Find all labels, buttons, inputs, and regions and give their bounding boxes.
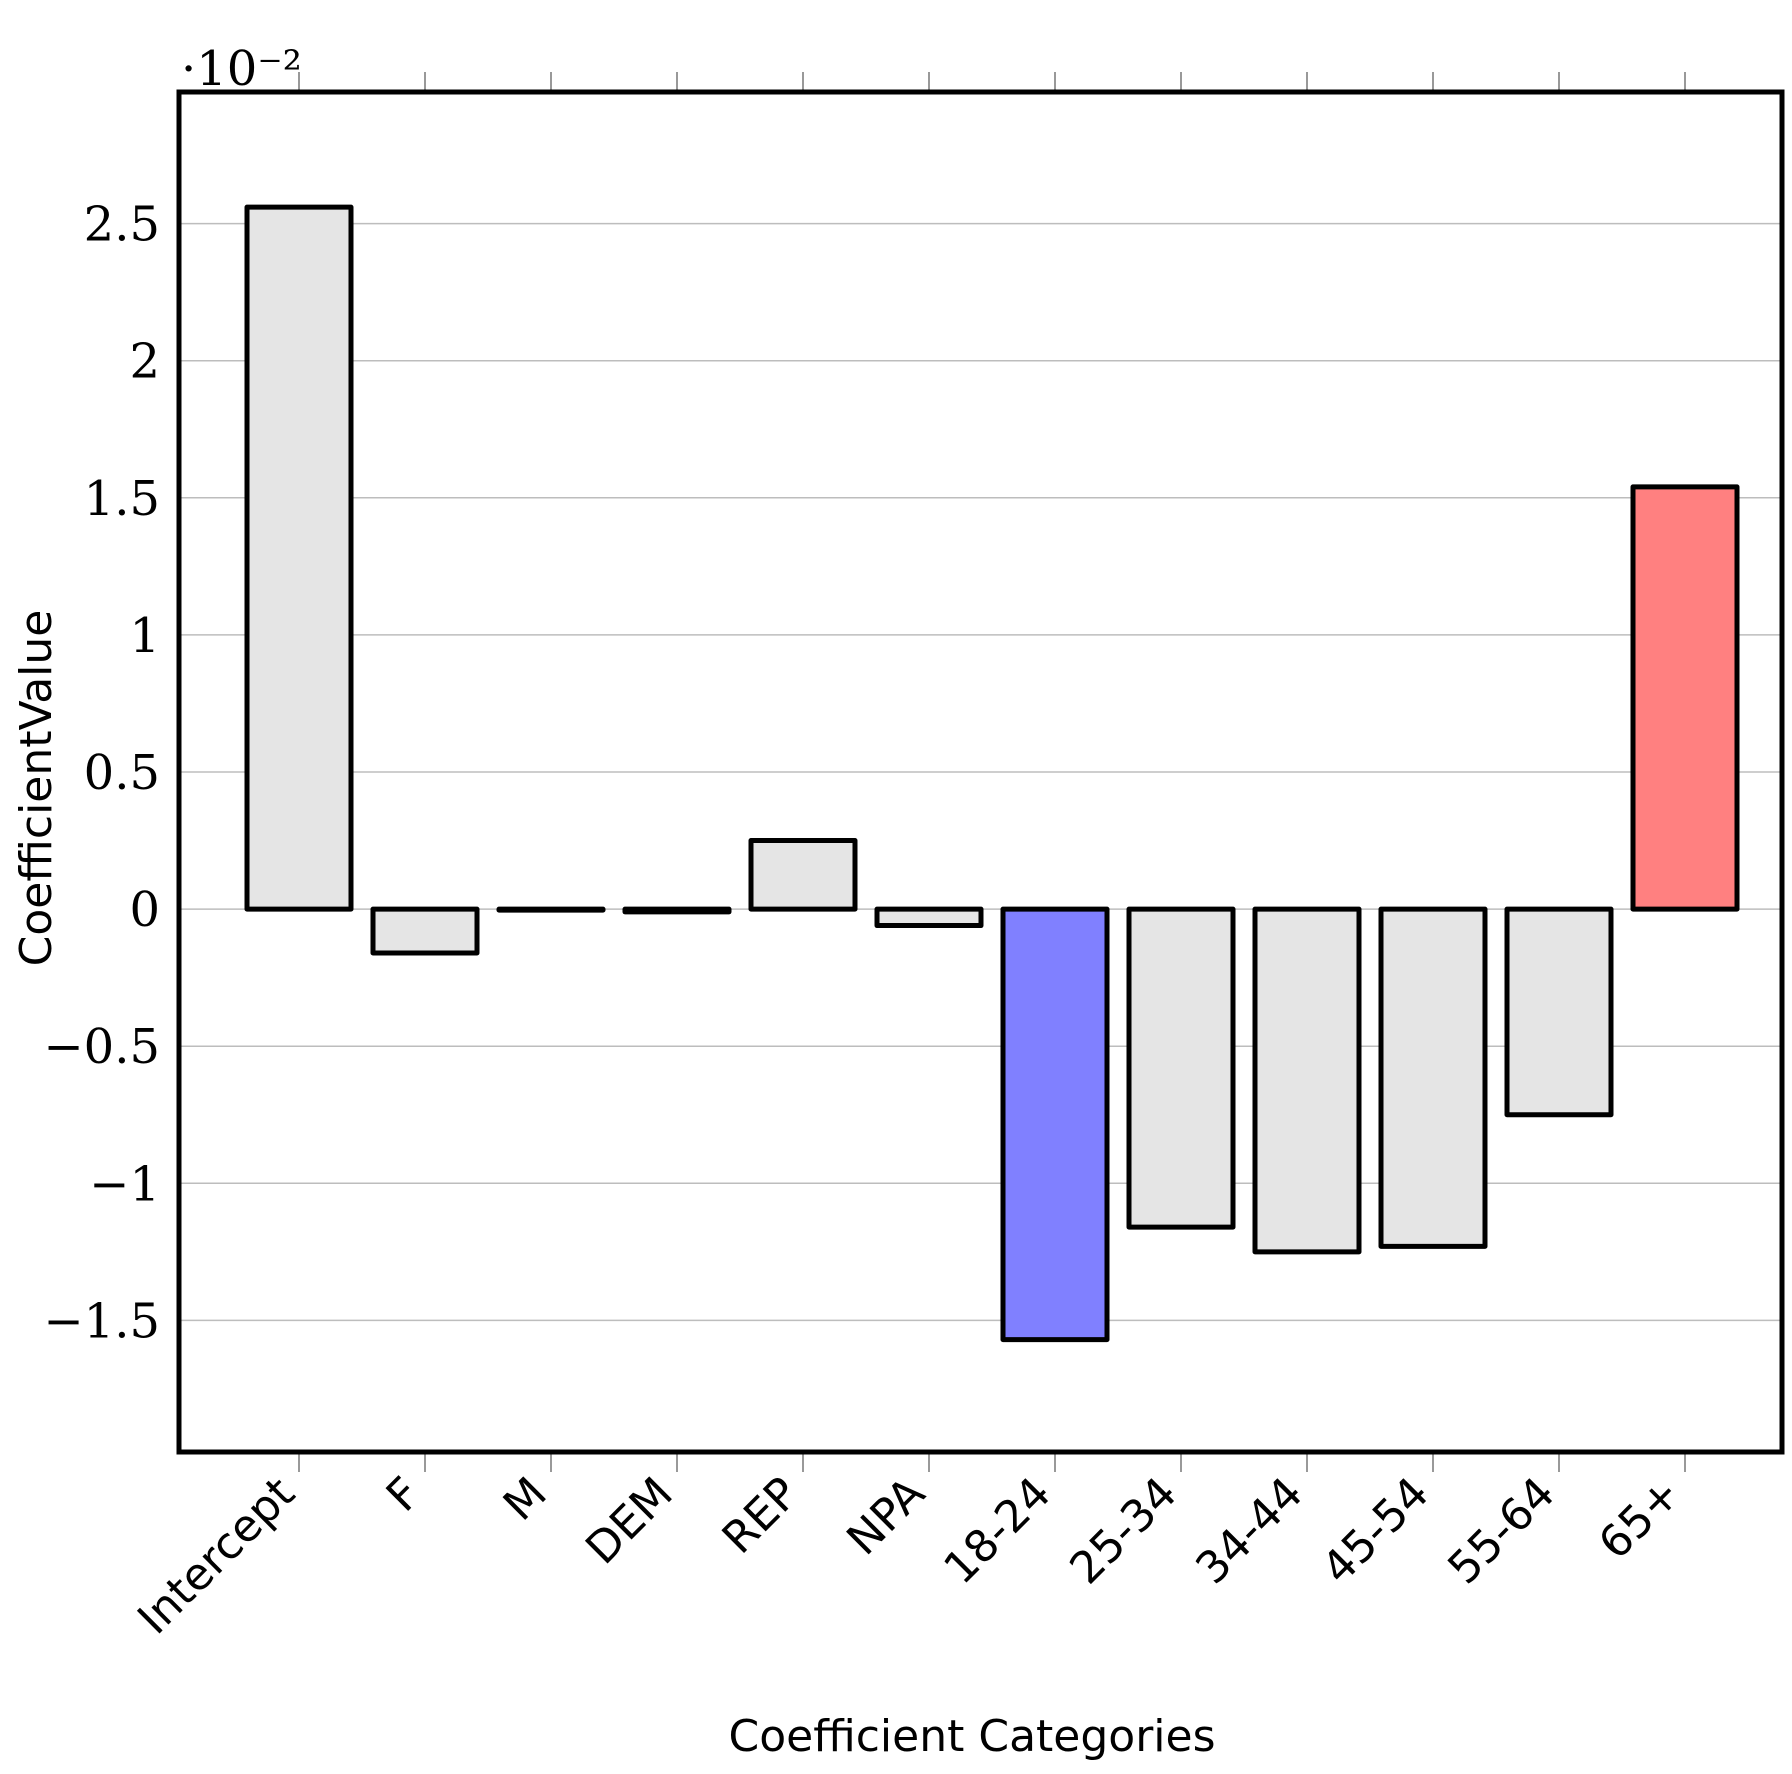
bar-intercept (244, 204, 354, 912)
bar-45-54 (1378, 906, 1488, 1249)
axis-ticks (298, 72, 1686, 1472)
x-tick-label: REP (713, 1468, 809, 1564)
x-tick-label: 65+ (1589, 1468, 1691, 1570)
bar-34-44 (1252, 906, 1362, 1255)
bar-dem (622, 906, 732, 915)
bar-25-34 (1126, 906, 1236, 1230)
bar-18-24 (1000, 906, 1110, 1343)
x-tick-label: 18-24 (934, 1468, 1060, 1594)
x-axis-title: Coefficient Categories (728, 1711, 1215, 1762)
x-tick-label: M (494, 1468, 557, 1531)
y-axis-title: CoefficientValue (11, 610, 62, 967)
bar-65- (1630, 484, 1740, 912)
x-tick-label: NPA (837, 1468, 934, 1565)
y-tick-label: 0.5 (84, 745, 160, 801)
y-tick-label: 1 (129, 608, 160, 664)
bar-m (496, 906, 606, 913)
y-tick-label: −0.5 (43, 1019, 160, 1075)
x-tick-label: 45-54 (1312, 1468, 1438, 1594)
plot-frame (176, 89, 1785, 1455)
x-tick-label: Intercept (128, 1468, 305, 1645)
x-tick-label: 34-44 (1186, 1468, 1312, 1594)
bar-f (370, 906, 480, 956)
bars (244, 204, 1740, 1343)
y-tick-label: −1 (89, 1156, 160, 1212)
bar-rep (748, 838, 858, 912)
bar-npa (874, 906, 984, 929)
y-tick-labels: −1.5 −1 −0.5 0 0.5 1 1.5 2 2.5 (43, 197, 160, 1350)
y-tick-label: 2.5 (84, 197, 160, 253)
bar-55-64 (1504, 906, 1614, 1118)
axis-scale-label: ·10⁻² (181, 41, 302, 97)
x-tick-label: 25-34 (1060, 1468, 1186, 1594)
x-tick-label: F (377, 1468, 431, 1522)
y-tick-label: 2 (129, 334, 160, 390)
x-tick-labels: Intercept F M DEM REP NPA 18-24 25-34 34-44 45-54… (128, 1468, 1691, 1645)
x-tick-label: 55-64 (1438, 1468, 1564, 1594)
y-tick-label: 0 (129, 882, 160, 938)
y-tick-label: −1.5 (43, 1293, 160, 1349)
y-tick-label: 1.5 (84, 471, 160, 527)
gridlines (179, 222, 1782, 1322)
x-tick-label: DEM (576, 1468, 683, 1575)
